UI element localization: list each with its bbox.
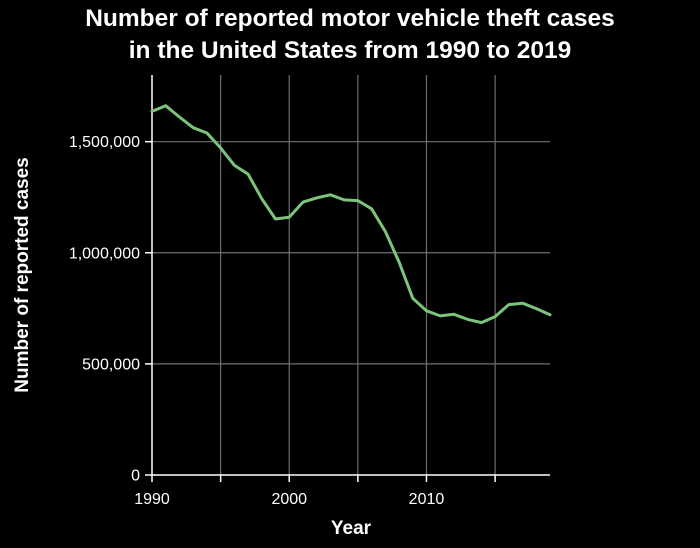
- y-tick-label: 500,000: [82, 356, 140, 373]
- x-axis-label: Year: [331, 518, 372, 539]
- y-tick: 1,000,000: [69, 245, 152, 262]
- y-axis: 0 500,000 1,000,000 1,500,000: [69, 75, 153, 485]
- x-tick: 2010: [409, 475, 445, 508]
- x-tick: 2000: [271, 475, 307, 508]
- x-tick-label: 2000: [271, 491, 307, 508]
- y-axis-label: Number of reported cases: [12, 157, 33, 392]
- y-tick-label: 0: [131, 468, 140, 485]
- y-tick-label: 1,000,000: [69, 245, 140, 262]
- y-tick: 0: [131, 468, 152, 485]
- chart-title-line-2: in the United States from 1990 to 2019: [129, 37, 572, 64]
- y-tick-label: 1,500,000: [69, 134, 140, 151]
- x-tick-label: 1990: [134, 491, 170, 508]
- x-axis: 1990 2000 2010: [134, 474, 550, 508]
- y-tick: 500,000: [82, 356, 152, 373]
- y-tick: 1,500,000: [69, 134, 152, 151]
- x-tick-label: 2010: [409, 491, 445, 508]
- x-tick: 1990: [134, 475, 170, 508]
- series-line: [150, 104, 552, 325]
- grid-lines: [152, 75, 550, 475]
- chart-title-line-1: Number of reported motor vehicle theft c…: [85, 5, 615, 32]
- series-layer: [150, 104, 552, 325]
